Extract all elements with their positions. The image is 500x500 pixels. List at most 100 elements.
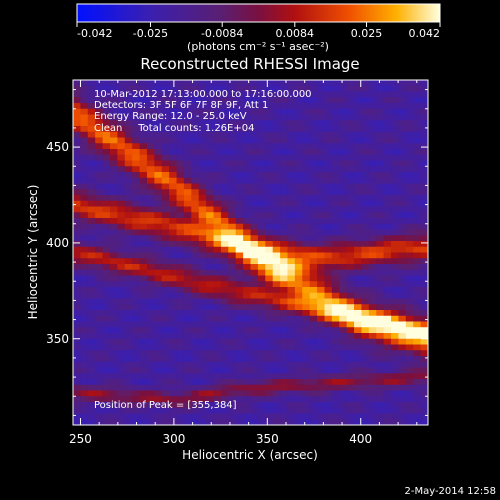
heatmap-cell xyxy=(398,85,407,93)
heatmap-cell xyxy=(183,154,192,162)
heatmap-cell xyxy=(302,172,311,179)
heatmap-cell xyxy=(309,287,318,294)
heatmap-cell xyxy=(161,235,170,242)
heatmap-cell xyxy=(368,258,377,265)
heatmap-cell xyxy=(109,154,118,162)
heatmap-cell xyxy=(339,85,348,93)
heatmap-cell xyxy=(132,327,141,334)
heatmap-cell xyxy=(280,223,289,231)
heatmap-cell xyxy=(191,166,200,173)
heatmap-cell xyxy=(354,195,363,202)
heatmap-cell xyxy=(250,373,259,380)
heatmap-cell xyxy=(198,218,207,225)
heatmap-cell xyxy=(95,315,104,323)
heatmap-cell xyxy=(257,85,266,93)
heatmap-cell xyxy=(331,327,340,334)
heatmap-cell xyxy=(176,321,185,328)
heatmap-cell xyxy=(339,160,348,167)
heatmap-cell xyxy=(294,114,303,121)
heatmap-cell xyxy=(376,258,385,265)
heatmap-cell xyxy=(413,223,422,231)
heatmap-cell xyxy=(287,407,296,415)
heatmap-cell xyxy=(102,402,111,409)
heatmap-cell xyxy=(154,143,163,150)
heatmap-cell xyxy=(405,321,414,328)
heatmap-cell xyxy=(361,338,370,346)
heatmap-cell xyxy=(317,407,326,415)
heatmap-cell xyxy=(302,252,311,259)
heatmap-cell xyxy=(354,281,363,288)
heatmap-cell xyxy=(183,413,192,420)
heatmap-cell xyxy=(213,229,222,236)
heatmap-cell xyxy=(206,189,215,196)
heatmap-cell xyxy=(346,103,355,110)
heatmap-cell xyxy=(161,195,170,202)
heatmap-cell xyxy=(198,252,207,259)
heatmap-cell xyxy=(346,419,355,425)
heatmap-cell xyxy=(220,223,229,231)
heatmap-cell xyxy=(139,183,148,190)
heatmap-cell xyxy=(243,327,252,334)
heatmap-cell xyxy=(405,344,414,351)
heatmap-cell xyxy=(257,384,266,392)
heatmap-cell xyxy=(183,333,192,340)
heatmap-cell xyxy=(102,126,111,133)
heatmap-cell xyxy=(280,103,289,110)
heatmap-cell xyxy=(302,218,311,225)
heatmap-cell xyxy=(102,252,111,259)
heatmap-cell xyxy=(117,350,126,357)
heatmap-cell xyxy=(265,373,274,380)
heatmap-cell xyxy=(80,189,89,196)
heatmap-cell xyxy=(176,344,185,351)
heatmap-cell xyxy=(250,304,259,311)
heatmap-cell xyxy=(280,361,289,369)
heatmap-cell xyxy=(213,166,222,173)
heatmap-cell xyxy=(413,367,422,374)
chart-title: Reconstructed RHESSI Image xyxy=(140,55,359,73)
heatmap-cell xyxy=(198,103,207,110)
heatmap-cell xyxy=(265,327,274,334)
heatmap-cell xyxy=(309,419,318,425)
heatmap-cell xyxy=(198,97,207,104)
heatmap-cell xyxy=(265,315,274,323)
heatmap-cell xyxy=(235,177,244,185)
heatmap-cell xyxy=(146,246,155,254)
heatmap-cell xyxy=(420,195,428,202)
heatmap-cell xyxy=(235,183,244,190)
heatmap-cell xyxy=(243,379,252,386)
heatmap-cell xyxy=(124,97,133,104)
heatmap-cell xyxy=(250,367,259,374)
heatmap-cell xyxy=(235,235,244,242)
heatmap-cell xyxy=(213,246,222,254)
heatmap-cell xyxy=(272,292,281,300)
heatmap-cell xyxy=(132,333,141,340)
heatmap-cell xyxy=(154,189,163,196)
heatmap-cell xyxy=(280,149,289,156)
heatmap-cell xyxy=(220,103,229,110)
heatmap-cell xyxy=(235,344,244,351)
heatmap-cell xyxy=(383,402,392,409)
heatmap-cell xyxy=(191,120,200,127)
heatmap-cell xyxy=(87,379,96,386)
heatmap-cell xyxy=(265,172,274,179)
heatmap-cell xyxy=(213,327,222,334)
heatmap-cell xyxy=(117,252,126,259)
colorbar-tick-label: 0.0084 xyxy=(276,27,315,40)
heatmap-cell xyxy=(339,154,348,162)
heatmap-cell xyxy=(405,304,414,311)
heatmap-cell xyxy=(228,183,237,190)
heatmap-cell xyxy=(413,143,422,150)
heatmap-cell xyxy=(176,390,185,397)
heatmap-cell xyxy=(117,275,126,282)
heatmap-cell xyxy=(265,131,274,139)
heatmap-cell xyxy=(132,80,141,87)
heatmap-cell xyxy=(102,200,111,208)
heatmap-cell xyxy=(95,114,104,121)
heatmap-cell xyxy=(391,229,400,236)
heatmap-cell xyxy=(391,206,400,213)
heatmap-cell xyxy=(198,177,207,185)
heatmap-cell xyxy=(87,126,96,133)
heatmap-cell xyxy=(339,212,348,219)
heatmap-cell xyxy=(287,356,296,363)
heatmap-cell xyxy=(146,373,155,380)
